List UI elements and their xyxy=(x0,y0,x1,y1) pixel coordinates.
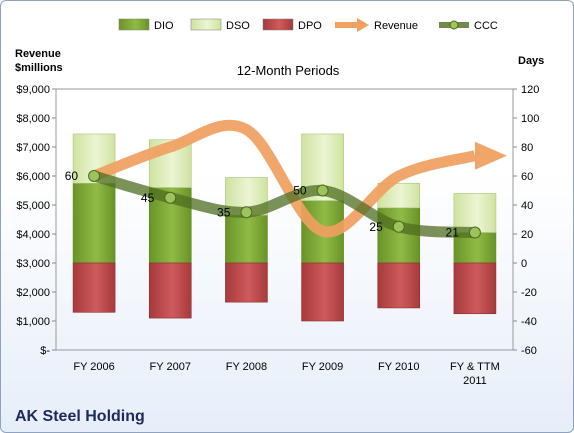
y-right-tick-label: 120 xyxy=(521,84,539,96)
y-right-tick-label: 20 xyxy=(521,229,533,241)
bar-dso xyxy=(453,193,497,233)
bar-dpo xyxy=(453,262,497,315)
revenue-arrowhead xyxy=(474,141,507,170)
y-left-tick-label: $1,000 xyxy=(16,316,50,328)
y-right-tick-label: 0 xyxy=(521,258,527,270)
y-left-tick-label: $5,000 xyxy=(16,200,50,212)
legend-ccc-marker xyxy=(449,20,459,30)
y-right-axis-label: Days xyxy=(518,55,544,67)
legend-swatch-dso xyxy=(190,18,222,31)
legend-label-dso: DSO xyxy=(226,20,250,32)
y-right-tick-label: 40 xyxy=(521,200,533,212)
ccc-point xyxy=(164,191,177,204)
y-left-tick-label: $4,000 xyxy=(16,229,50,241)
plot-area: $- $1,000 $2,000 $3,000 $4,000 $5,000 $6,000 $7… xyxy=(16,84,539,387)
legend-arrowhead xyxy=(357,18,369,32)
y-right-tick-label: 60 xyxy=(521,171,533,183)
y-left-tick-label: $9,000 xyxy=(16,84,50,96)
x-tick-label: FY 2008 xyxy=(226,361,267,373)
x-tick-label: FY & TTM xyxy=(450,361,500,373)
bar-dio xyxy=(225,214,268,264)
legend-swatch-dio xyxy=(118,18,150,31)
ccc-point xyxy=(316,184,329,197)
x-tick-label: 2011 xyxy=(463,375,487,387)
ccc-point xyxy=(88,170,101,182)
ccc-data-label: 50 xyxy=(293,184,307,198)
ccc-point xyxy=(240,206,253,219)
ccc-data-label: 21 xyxy=(446,226,460,240)
y-left-axis-label-line1: Revenue xyxy=(15,48,61,60)
y-left-tick-label: $- xyxy=(40,345,50,357)
legend-label-revenue: Revenue xyxy=(374,20,418,32)
legend: DIO DSO DPO Revenue CCC xyxy=(118,18,498,32)
x-tick-label: FY 2007 xyxy=(150,361,191,373)
y-left-tick-label: $2,000 xyxy=(16,287,50,299)
legend-swatch-dpo xyxy=(262,18,294,31)
x-tick-label: FY 2010 xyxy=(378,361,419,373)
bar-dpo xyxy=(148,262,192,319)
legend-label-dio: DIO xyxy=(154,20,174,32)
plot-border xyxy=(55,88,514,351)
bar-dpo xyxy=(72,262,116,313)
ccc-data-label: 25 xyxy=(369,220,383,234)
y-right-tick-label: -60 xyxy=(521,345,537,357)
x-tick-label: FY 2006 xyxy=(73,361,114,373)
ccc-point xyxy=(392,220,405,233)
ccc-data-label: 60 xyxy=(65,169,79,183)
y-right-tick-label: -40 xyxy=(521,316,537,328)
chart-title: 12-Month Periods xyxy=(237,63,340,78)
bar-dio xyxy=(72,182,116,264)
y-right-tick-label: 100 xyxy=(521,113,539,125)
x-tick-label: FY 2009 xyxy=(302,361,343,373)
company-name: AK Steel Holding xyxy=(15,408,145,425)
y-left-tick-label: $8,000 xyxy=(16,113,50,125)
legend-label-dpo: DPO xyxy=(298,20,322,32)
bar-dpo xyxy=(225,262,268,303)
bar-dpo xyxy=(301,262,344,322)
y-left-tick-label: $7,000 xyxy=(16,142,50,154)
ccc-data-label: 45 xyxy=(141,191,155,205)
revenue-line xyxy=(92,119,477,238)
y-left-axis-label-line2: $millions xyxy=(15,62,63,74)
y-left-tick-label: $6,000 xyxy=(16,171,50,183)
legend-label-ccc: CCC xyxy=(474,20,498,32)
ccc-point xyxy=(468,226,481,239)
y-right-tick-label: 80 xyxy=(521,142,533,154)
y-right-tick-label: -20 xyxy=(521,287,537,299)
y-left-tick-label: $3,000 xyxy=(16,258,50,270)
ccc-data-label: 35 xyxy=(217,205,231,219)
bar-dpo xyxy=(377,262,421,309)
